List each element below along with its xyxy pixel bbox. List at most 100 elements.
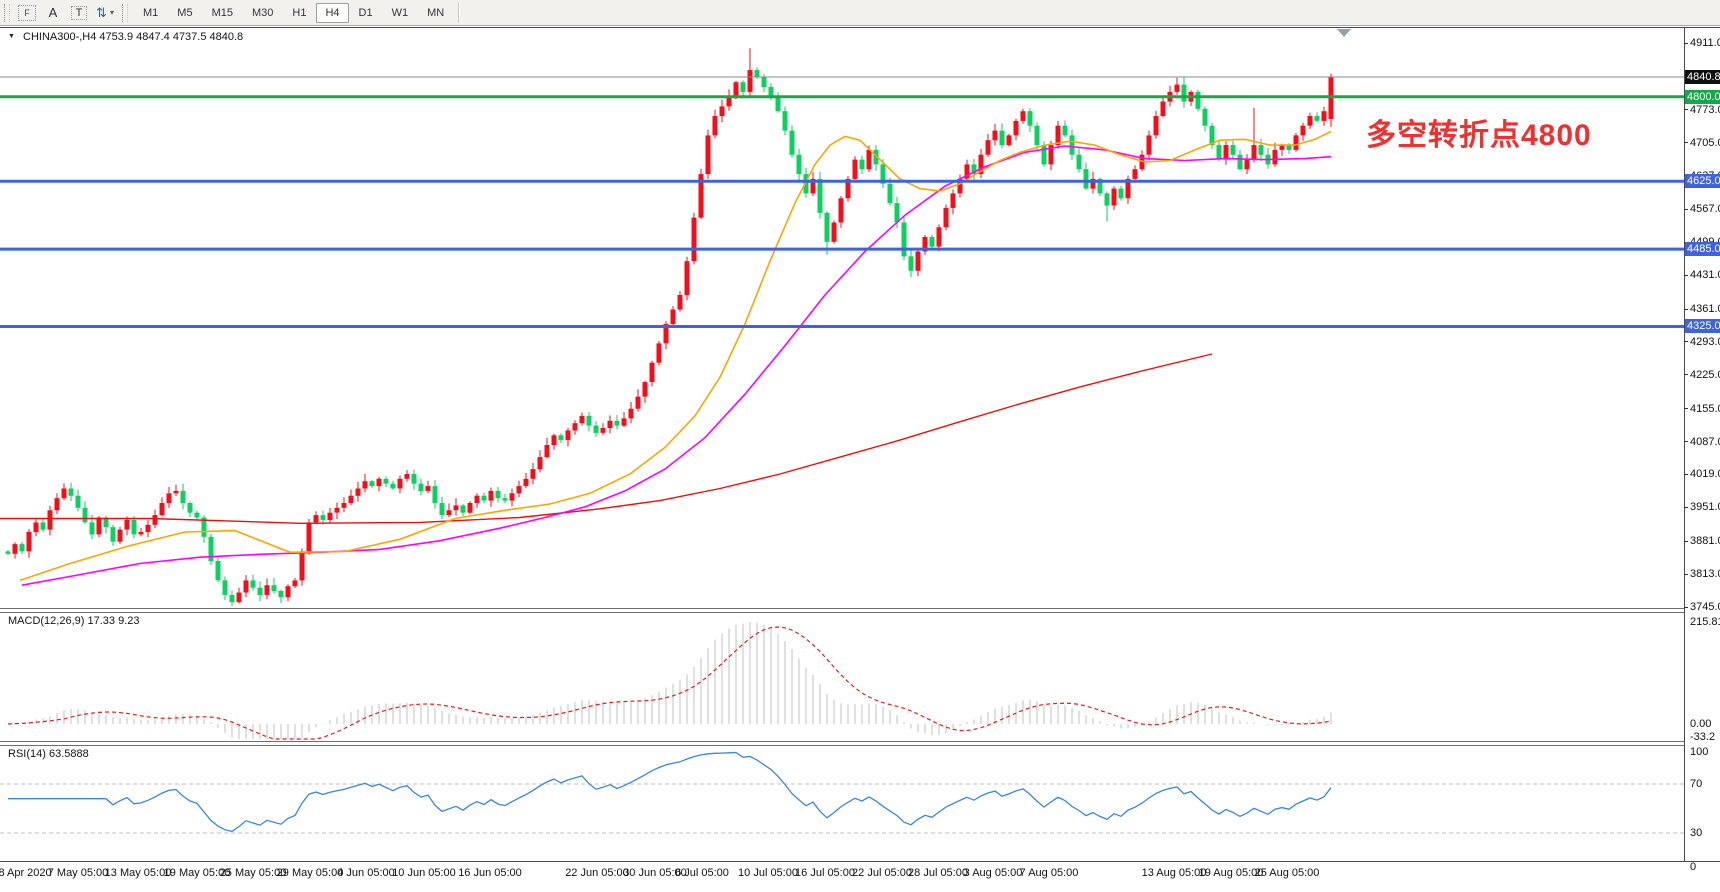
price-tick [1684, 109, 1688, 111]
date-label: 25 May 05:00 [219, 867, 287, 879]
timeframe-button-m30[interactable]: M30 [251, 6, 274, 19]
date-label: 25 Aug 05:00 [1254, 867, 1320, 879]
collapse-triangle-icon[interactable]: ▼ [8, 33, 15, 40]
main-chart-canvas[interactable] [0, 28, 1684, 609]
macd-values: 17.33 9.23 [87, 615, 140, 627]
price-tick-label: 4705.0 [1690, 136, 1720, 149]
price-tick [1684, 142, 1688, 144]
toolbar-grip[interactable] [122, 3, 128, 22]
panel-splitter[interactable] [0, 608, 1685, 613]
price-tick [1684, 208, 1688, 210]
price-tick [1684, 274, 1688, 276]
date-label: 30 Jun 05:00 [623, 867, 687, 879]
toolbar-button-text[interactable]: A [42, 3, 64, 23]
time-axis-border [0, 861, 1720, 862]
price-badge: 4800.0 [1685, 89, 1720, 104]
price-tick [1684, 573, 1688, 575]
date-label: 13 Aug 05:00 [1141, 867, 1207, 879]
macd-axis-label: 215.81 [1690, 616, 1720, 628]
rsi-axis-label: 70 [1690, 778, 1703, 790]
timeframe-button-h1[interactable]: H1 [292, 6, 307, 19]
price-tick-label: 4155.0 [1690, 402, 1720, 415]
price-tick-label: 3813.0 [1690, 568, 1720, 581]
price-badge: 4485.0 [1685, 242, 1720, 257]
price-tick [1684, 506, 1688, 508]
price-tick-label: 4293.0 [1690, 335, 1720, 348]
price-tick-label: 3745.0 [1690, 601, 1720, 613]
toolbar-button-fibonacci[interactable]: F [16, 3, 38, 23]
price-tick-label: 4773.0 [1690, 103, 1720, 116]
fibonacci-icon: F [18, 4, 36, 21]
text-label-icon: T [70, 5, 88, 20]
price-tick-label: 4019.0 [1690, 468, 1720, 481]
rsi-axis-label: 30 [1690, 827, 1703, 839]
rsi-panel-canvas[interactable] [0, 745, 1684, 861]
panel-splitter[interactable] [0, 741, 1685, 746]
date-label: 16 Jun 05:00 [458, 867, 522, 879]
date-label: 19 Aug 05:00 [1198, 867, 1264, 879]
date-label: 10 Jul 05:00 [738, 867, 798, 879]
symbol-title: ▼ CHINA300-,H4 4753.9 4847.4 4737.5 4840… [8, 31, 243, 43]
toolbar-button-arrows-dropdown[interactable]: ⇅ ▾ [94, 3, 116, 23]
date-label: 19 May 05:00 [163, 867, 231, 879]
date-label: 13 May 05:00 [104, 867, 172, 879]
timeframe-button-m15[interactable]: M15 [211, 6, 233, 19]
timeframe-button-h4[interactable]: H4 [316, 2, 349, 23]
rsi-indicator-label: RSI(14) 63.5888 [8, 748, 89, 760]
price-tick [1684, 341, 1688, 343]
symbol-ohlc-values: 4753.9 4847.4 4737.5 4840.8 [99, 31, 244, 43]
price-tick-label: 3881.0 [1690, 535, 1720, 548]
price-tick [1684, 308, 1688, 310]
date-label: 29 May 05:00 [276, 867, 344, 879]
timeframe-button-d1[interactable]: D1 [358, 6, 373, 19]
price-tick [1684, 441, 1688, 443]
price-badge: 4625.0 [1685, 174, 1720, 189]
timeframe-button-m1[interactable]: M1 [143, 6, 159, 19]
rsi-name: RSI(14) [8, 748, 46, 760]
price-badge: 4325.0 [1685, 319, 1720, 334]
price-tick-label: 4361.0 [1690, 303, 1720, 316]
date-label: 4 Jun 05:00 [337, 867, 395, 879]
toolbar-button-text-label[interactable]: T [68, 3, 90, 23]
text-icon: A [48, 5, 58, 20]
date-label: 22 Jun 05:00 [565, 867, 629, 879]
price-tick [1684, 473, 1688, 475]
price-axis-border [1684, 28, 1685, 861]
rsi-axis-label: 0 [1690, 861, 1697, 873]
symbol-name: CHINA300-,H4 [23, 31, 97, 43]
rsi-axis-label: 100 [1690, 746, 1709, 758]
dropdown-caret-icon: ▾ [109, 8, 114, 17]
chart-annotation-text: 多空转折点4800 [1366, 119, 1592, 152]
timeframe-group: M1 M5 M15 M30 H1 H4 D1 W1 MN [134, 2, 453, 23]
macd-name: MACD(12,26,9) [8, 615, 85, 627]
macd-panel-canvas[interactable] [0, 612, 1684, 741]
date-label: 28 Apr 2020 [0, 867, 52, 879]
timeframe-button-w1[interactable]: W1 [391, 6, 409, 19]
price-tick-label: 4087.0 [1690, 435, 1720, 448]
macd-axis-label: 0.00 [1690, 718, 1712, 730]
price-badge: 4840.8 [1685, 69, 1720, 84]
date-label: 3 Aug 05:00 [963, 867, 1023, 879]
arrows-dropdown-icon: ⇅ [96, 4, 107, 20]
price-tick-label: 4567.0 [1690, 203, 1720, 216]
date-label: 16 Jul 05:00 [795, 867, 855, 879]
price-tick-label: 4911.0 [1690, 37, 1720, 49]
toolbar-grip[interactable] [4, 3, 10, 22]
toolbar: F A T ⇅ ▾ M1 M5 M15 M30 H1 H4 D1 W1 MN [0, 0, 1720, 26]
price-tick-label: 4431.0 [1690, 269, 1720, 282]
timeframe-button-m5[interactable]: M5 [177, 6, 193, 19]
date-label: 22 Jul 05:00 [852, 867, 912, 879]
toolbar-separator [458, 2, 460, 23]
date-label: 7 Aug 05:00 [1019, 867, 1079, 879]
timeframe-button-mn[interactable]: MN [427, 6, 445, 19]
date-label: 28 Jul 05:00 [908, 867, 968, 879]
drawing-tools-group: F A T ⇅ ▾ [14, 3, 118, 23]
auto-scroll-marker-icon [1337, 29, 1351, 37]
date-label: 6 Jul 05:00 [675, 867, 729, 879]
date-label: 10 Jun 05:00 [392, 867, 456, 879]
macd-indicator-label: MACD(12,26,9) 17.33 9.23 [8, 615, 139, 627]
chart-window-border [0, 27, 1720, 28]
macd-axis-label: -33.2 [1690, 731, 1716, 743]
price-tick [1684, 42, 1688, 44]
